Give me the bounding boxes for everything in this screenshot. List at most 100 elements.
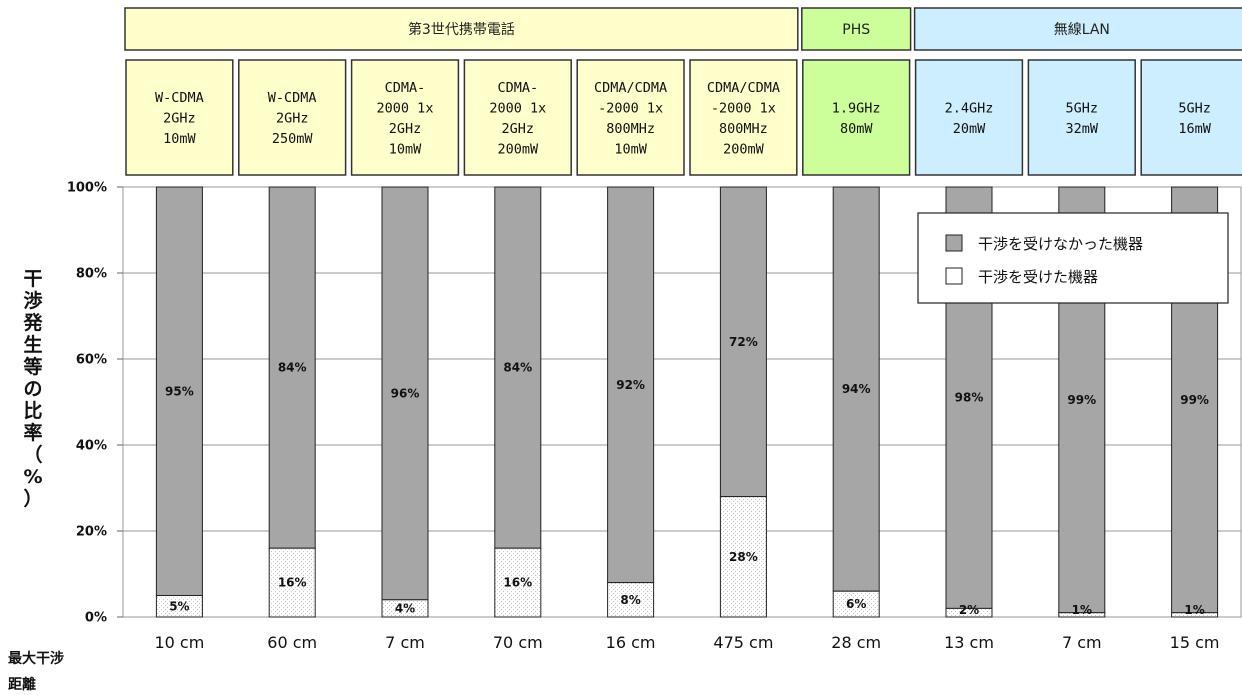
data-label-interfered: 16% [503,576,532,590]
device-spec-line: 5GHz [1178,100,1211,116]
group-header-box [124,7,799,51]
device-spec-line: 1.9GHz [832,100,881,116]
data-label-interfered: 16% [278,576,307,590]
data-label-interfered: 28% [729,550,758,564]
device-spec-box [1140,59,1242,176]
distance-label: 60 cm [267,633,317,652]
device-spec-box [689,59,798,176]
bar-interfered [381,599,429,618]
bar-interfered [1171,612,1219,618]
data-label-interfered: 1% [1184,603,1204,617]
distance-label: 475 cm [713,633,773,652]
device-spec-line: 2GHz [502,121,535,137]
device-spec-box [125,59,234,176]
device-spec-line: 2000 1x [377,100,434,116]
device-spec-line: 2GHz [276,111,309,127]
y-tick-label: 60% [76,353,107,368]
group-header-label: 第3世代携帯電話 [408,21,515,38]
device-spec-line: 2GHz [163,111,196,127]
device-spec-line: 800MHz [606,121,655,137]
data-label-not-interfered: 84% [278,361,307,375]
device-spec-box [576,59,685,176]
y-tick-label: 40% [76,439,107,454]
data-label-not-interfered: 96% [391,386,420,400]
device-spec-line: 800MHz [719,121,768,137]
legend-label-not-interfered: 干渉を受けなかった機器 [978,235,1143,253]
bar-interfered [268,547,316,618]
device-spec-line: 2000 1x [489,100,546,116]
y-tick-label: 20% [76,525,107,540]
data-label-not-interfered: 95% [165,384,194,398]
device-spec-line: 80mW [840,121,873,137]
distance-label: 7 cm [1062,633,1102,652]
data-label-interfered: 8% [620,593,640,607]
device-spec-line: 16mW [1178,121,1211,137]
device-spec-line: 10mW [163,131,196,147]
data-label-not-interfered: 92% [616,378,645,392]
bar-not-interfered [607,186,655,584]
device-spec-line: 5GHz [1066,100,1099,116]
device-spec-line: 200mW [497,141,539,157]
distance-label: 70 cm [493,633,543,652]
bar-interfered [719,496,767,618]
legend-swatch-interfered [945,267,963,285]
device-spec-line: CDMA/CDMA [707,80,780,96]
y-tick-label: 80% [76,267,107,282]
device-spec-line: 20mW [953,121,986,137]
data-label-not-interfered: 98% [955,391,984,405]
device-spec-line: CDMA- [385,80,426,96]
distance-label: 28 cm [831,633,881,652]
device-spec-line: 2GHz [389,121,422,137]
device-spec-line: 200mW [723,141,765,157]
device-spec-box [802,59,911,176]
device-spec-line: -2000 1x [598,100,663,116]
device-spec-line: 2.4GHz [945,100,994,116]
device-spec-line: 10mW [614,141,647,157]
distance-label: 10 cm [154,633,204,652]
data-label-interfered: 5% [169,599,189,613]
group-header-label: PHS [842,22,870,38]
distance-row-title: 最大干涉 [8,650,64,667]
device-spec-line: W-CDMA [268,90,317,106]
bar-not-interfered [268,186,316,549]
bar-interfered [155,595,203,618]
device-spec-box [463,59,572,176]
group-header-box [913,7,1242,51]
device-spec-line: 32mW [1066,121,1099,137]
distance-row-title: 距離 [8,676,36,693]
distance-label: 16 cm [606,633,656,652]
legend-swatch-not-interfered [945,234,963,252]
group-header-label: 無線LAN [1054,22,1110,38]
bar-interfered [607,582,655,618]
data-label-not-interfered: 72% [729,335,758,349]
device-spec-line: 10mW [389,141,422,157]
legend-box [917,212,1229,304]
legend-label-interfered: 干渉を受けた機器 [978,268,1098,286]
data-label-interfered: 1% [1072,603,1092,617]
device-spec-box [350,59,460,176]
data-label-not-interfered: 94% [842,382,871,396]
y-tick-label: 0% [85,611,107,626]
bar-not-interfered [494,186,542,549]
bar-interfered [945,607,993,618]
device-spec-box [1027,59,1136,176]
bar-interfered [832,590,880,618]
y-axis-title: 干渉発生等の比率（%） [22,268,43,510]
device-spec-line: -2000 1x [711,100,776,116]
data-label-interfered: 6% [846,597,866,611]
bar-interfered [494,547,542,618]
bar-not-interfered [832,186,880,592]
bar-not-interfered [155,186,203,596]
group-header-box [801,7,912,51]
device-spec-line: CDMA- [497,80,538,96]
data-label-not-interfered: 99% [1180,393,1209,407]
device-spec-line: W-CDMA [155,90,204,106]
bar-not-interfered [381,186,429,601]
device-spec-box [914,59,1024,176]
device-spec-line: 250mW [272,131,314,147]
distance-label: 13 cm [944,633,994,652]
bar-interfered [1058,612,1106,618]
y-tick-label: 100% [67,181,107,196]
data-label-not-interfered: 99% [1067,393,1096,407]
